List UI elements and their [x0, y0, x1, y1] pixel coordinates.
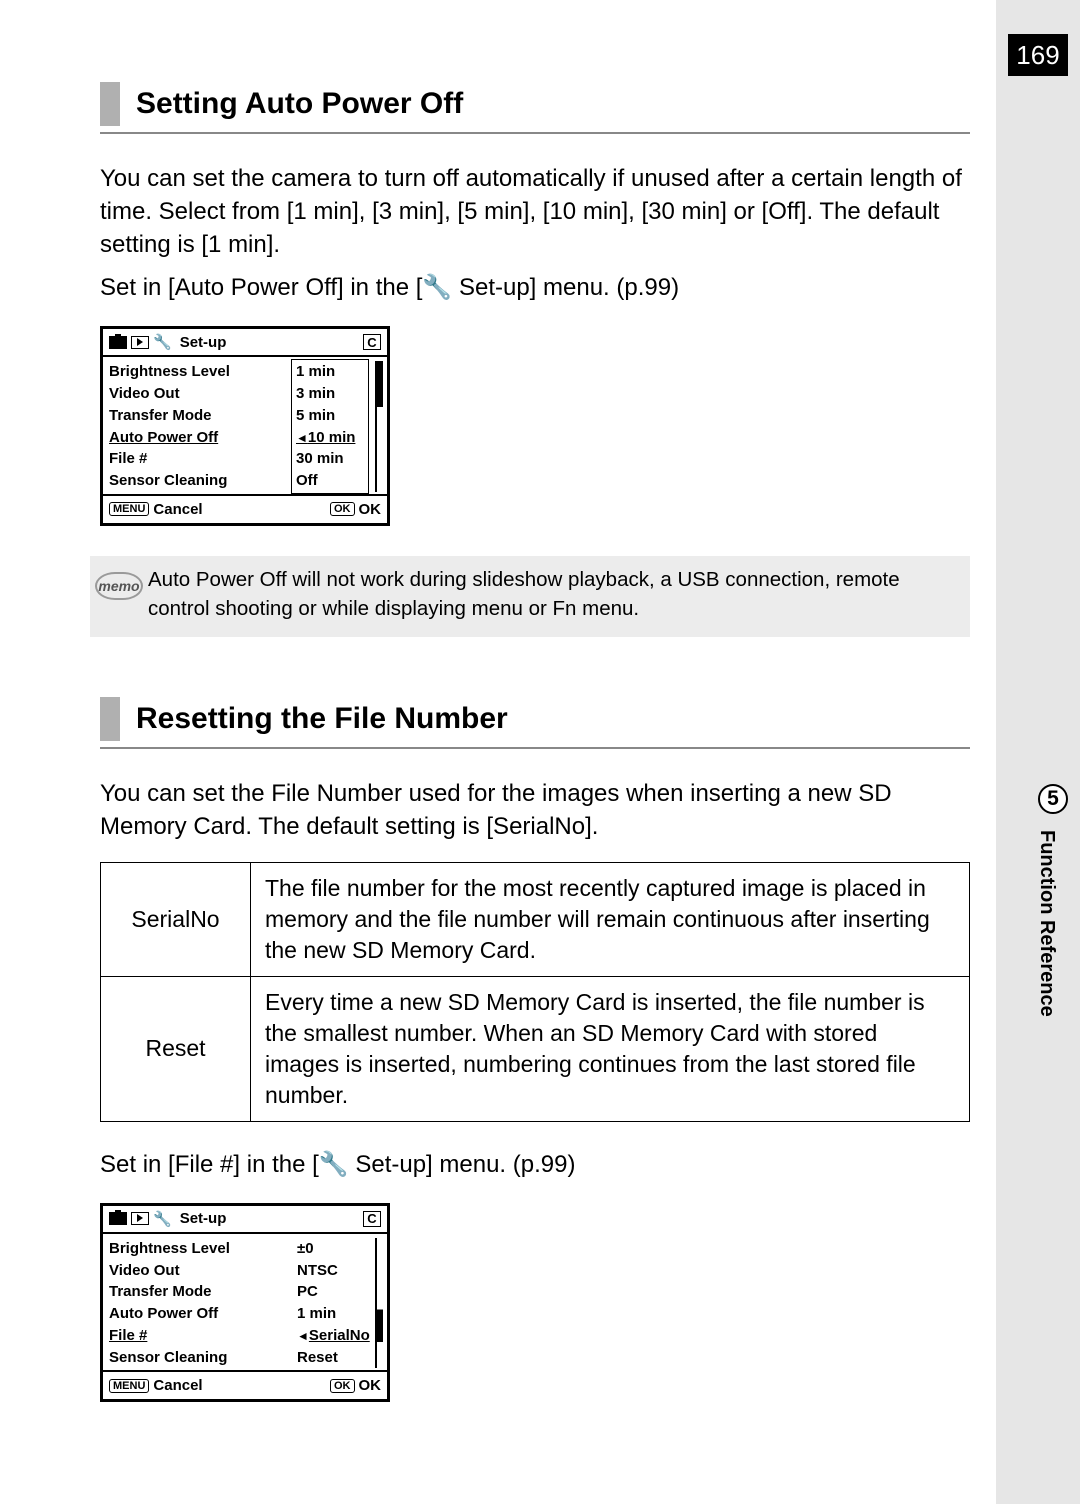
file-number-table: SerialNoThe file number for the most rec… [100, 862, 970, 1122]
lcd2-scrollbar [375, 1238, 383, 1369]
lcd2-value-list: ±0NTSCPC1 min◄SerialNoReset [297, 1238, 371, 1369]
chapter-label: Function Reference [1035, 830, 1058, 1017]
lcd2-setup-label: Set-up [180, 1210, 227, 1227]
lcd-option: ◄10 min [296, 427, 366, 449]
memo-label: memo [95, 572, 143, 600]
lcd-label: Video Out [109, 383, 297, 405]
lcd-label: File # [109, 1325, 297, 1347]
p2b: Set-up] menu. (p.99) [452, 274, 679, 301]
ok-label: OK [359, 501, 382, 518]
lcd-label: Sensor Cleaning [109, 470, 297, 492]
lcd2-values: ±0NTSCPC1 min◄SerialNoReset [297, 1238, 371, 1369]
lcd1-scrollbar [375, 361, 383, 492]
lcd-value: NTSC [297, 1260, 371, 1282]
lcd-menu-2: 🔧 Set-up C Brightness LevelVideo OutTran… [100, 1203, 390, 1403]
lcd1-labels: Brightness LevelVideo OutTransfer ModeAu… [109, 361, 297, 492]
cancel-label: Cancel [153, 501, 202, 518]
camera-icon [109, 1212, 127, 1225]
playback-icon [131, 336, 149, 349]
table-val: Every time a new SD Memory Card is inser… [251, 976, 970, 1121]
table-key: Reset [101, 976, 251, 1121]
playback-icon [131, 1212, 149, 1225]
page-number: 169 [1008, 34, 1068, 76]
lcd-label: Sensor Cleaning [109, 1347, 297, 1369]
table-val: The file number for the most recently ca… [251, 862, 970, 976]
memo-icon: memo [90, 566, 148, 600]
lcd-menu-1: 🔧 Set-up C Brightness LevelVideo OutTran… [100, 326, 390, 526]
lcd2-body: Brightness LevelVideo OutTransfer ModeAu… [103, 1234, 387, 1371]
lcd-label: Transfer Mode [109, 405, 297, 427]
lcd-option: 5 min [296, 405, 366, 427]
page-content: Setting Auto Power Off You can set the c… [100, 82, 970, 1432]
lcd-label: Video Out [109, 1260, 297, 1282]
side-strip [996, 0, 1080, 1504]
tool-icon: 🔧 [153, 1210, 172, 1228]
memo-note: memo Auto Power Off will not work during… [90, 556, 970, 637]
p2b: Set-up] menu. (p.99) [349, 1151, 576, 1178]
lcd1-options-popup: 1 min3 min5 min◄10 min30 minOff [291, 359, 369, 494]
lcd-label: File # [109, 448, 297, 470]
lcd-option: 3 min [296, 383, 366, 405]
section1-para1: You can set the camera to turn off autom… [100, 162, 970, 261]
lcd2-labels: Brightness LevelVideo OutTransfer ModeAu… [109, 1238, 297, 1369]
section2-para2: Set in [File #] in the [🔧 Set-up] menu. … [100, 1148, 970, 1181]
heading-title: Setting Auto Power Off [136, 87, 463, 121]
lcd-option: 1 min [296, 361, 366, 383]
tool-icon: 🔧 [319, 1151, 349, 1178]
lcd1-c-box: C [363, 334, 381, 350]
section1-para2: Set in [Auto Power Off] in the [🔧 Set-up… [100, 271, 970, 304]
lcd2-c-box: C [363, 1211, 381, 1227]
ok-label: OK [359, 1377, 382, 1394]
lcd-value: Reset [297, 1347, 371, 1369]
table-key: SerialNo [101, 862, 251, 976]
lcd-value: 1 min [297, 1303, 371, 1325]
heading-bar [100, 697, 120, 741]
lcd1-header: 🔧 Set-up C [103, 329, 387, 357]
camera-icon [109, 336, 127, 349]
memo-text: Auto Power Off will not work during slid… [148, 566, 954, 623]
lcd-label: Auto Power Off [109, 427, 297, 449]
lcd-label: Brightness Level [109, 1238, 297, 1260]
lcd-value: ±0 [297, 1238, 371, 1260]
lcd-option: Off [296, 470, 366, 492]
tool-icon: 🔧 [153, 333, 172, 351]
menu-button-icon: MENU [109, 502, 149, 516]
lcd1-footer: MENU Cancel OK OK [103, 494, 387, 523]
heading-bar [100, 82, 120, 126]
heading-title: Resetting the File Number [136, 702, 508, 736]
table-row: SerialNoThe file number for the most rec… [101, 862, 970, 976]
p2a: Set in [Auto Power Off] in the [ [100, 274, 422, 301]
lcd1-body: Brightness LevelVideo OutTransfer ModeAu… [103, 357, 387, 494]
tool-icon: 🔧 [422, 274, 452, 301]
ok-button-icon: OK [330, 1379, 355, 1393]
lcd-label: Transfer Mode [109, 1281, 297, 1303]
p2a: Set in [File #] in the [ [100, 1151, 319, 1178]
lcd1-setup-label: Set-up [180, 334, 227, 351]
table-row: ResetEvery time a new SD Memory Card is … [101, 976, 970, 1121]
lcd-option: 30 min [296, 448, 366, 470]
lcd-value: ◄SerialNo [297, 1325, 371, 1347]
chapter-number: 5 [1038, 784, 1068, 814]
lcd-value: PC [297, 1281, 371, 1303]
lcd2-header: 🔧 Set-up C [103, 1206, 387, 1234]
cancel-label: Cancel [153, 1377, 202, 1394]
lcd-label: Brightness Level [109, 361, 297, 383]
ok-button-icon: OK [330, 502, 355, 516]
section2-para1: You can set the File Number used for the… [100, 777, 970, 843]
lcd1-values: 1 min3 min5 min◄10 min30 minOff [297, 361, 371, 492]
section-heading-2: Resetting the File Number [100, 697, 970, 749]
lcd2-footer: MENU Cancel OK OK [103, 1370, 387, 1399]
section-heading-1: Setting Auto Power Off [100, 82, 970, 134]
lcd-label: Auto Power Off [109, 1303, 297, 1325]
menu-button-icon: MENU [109, 1379, 149, 1393]
